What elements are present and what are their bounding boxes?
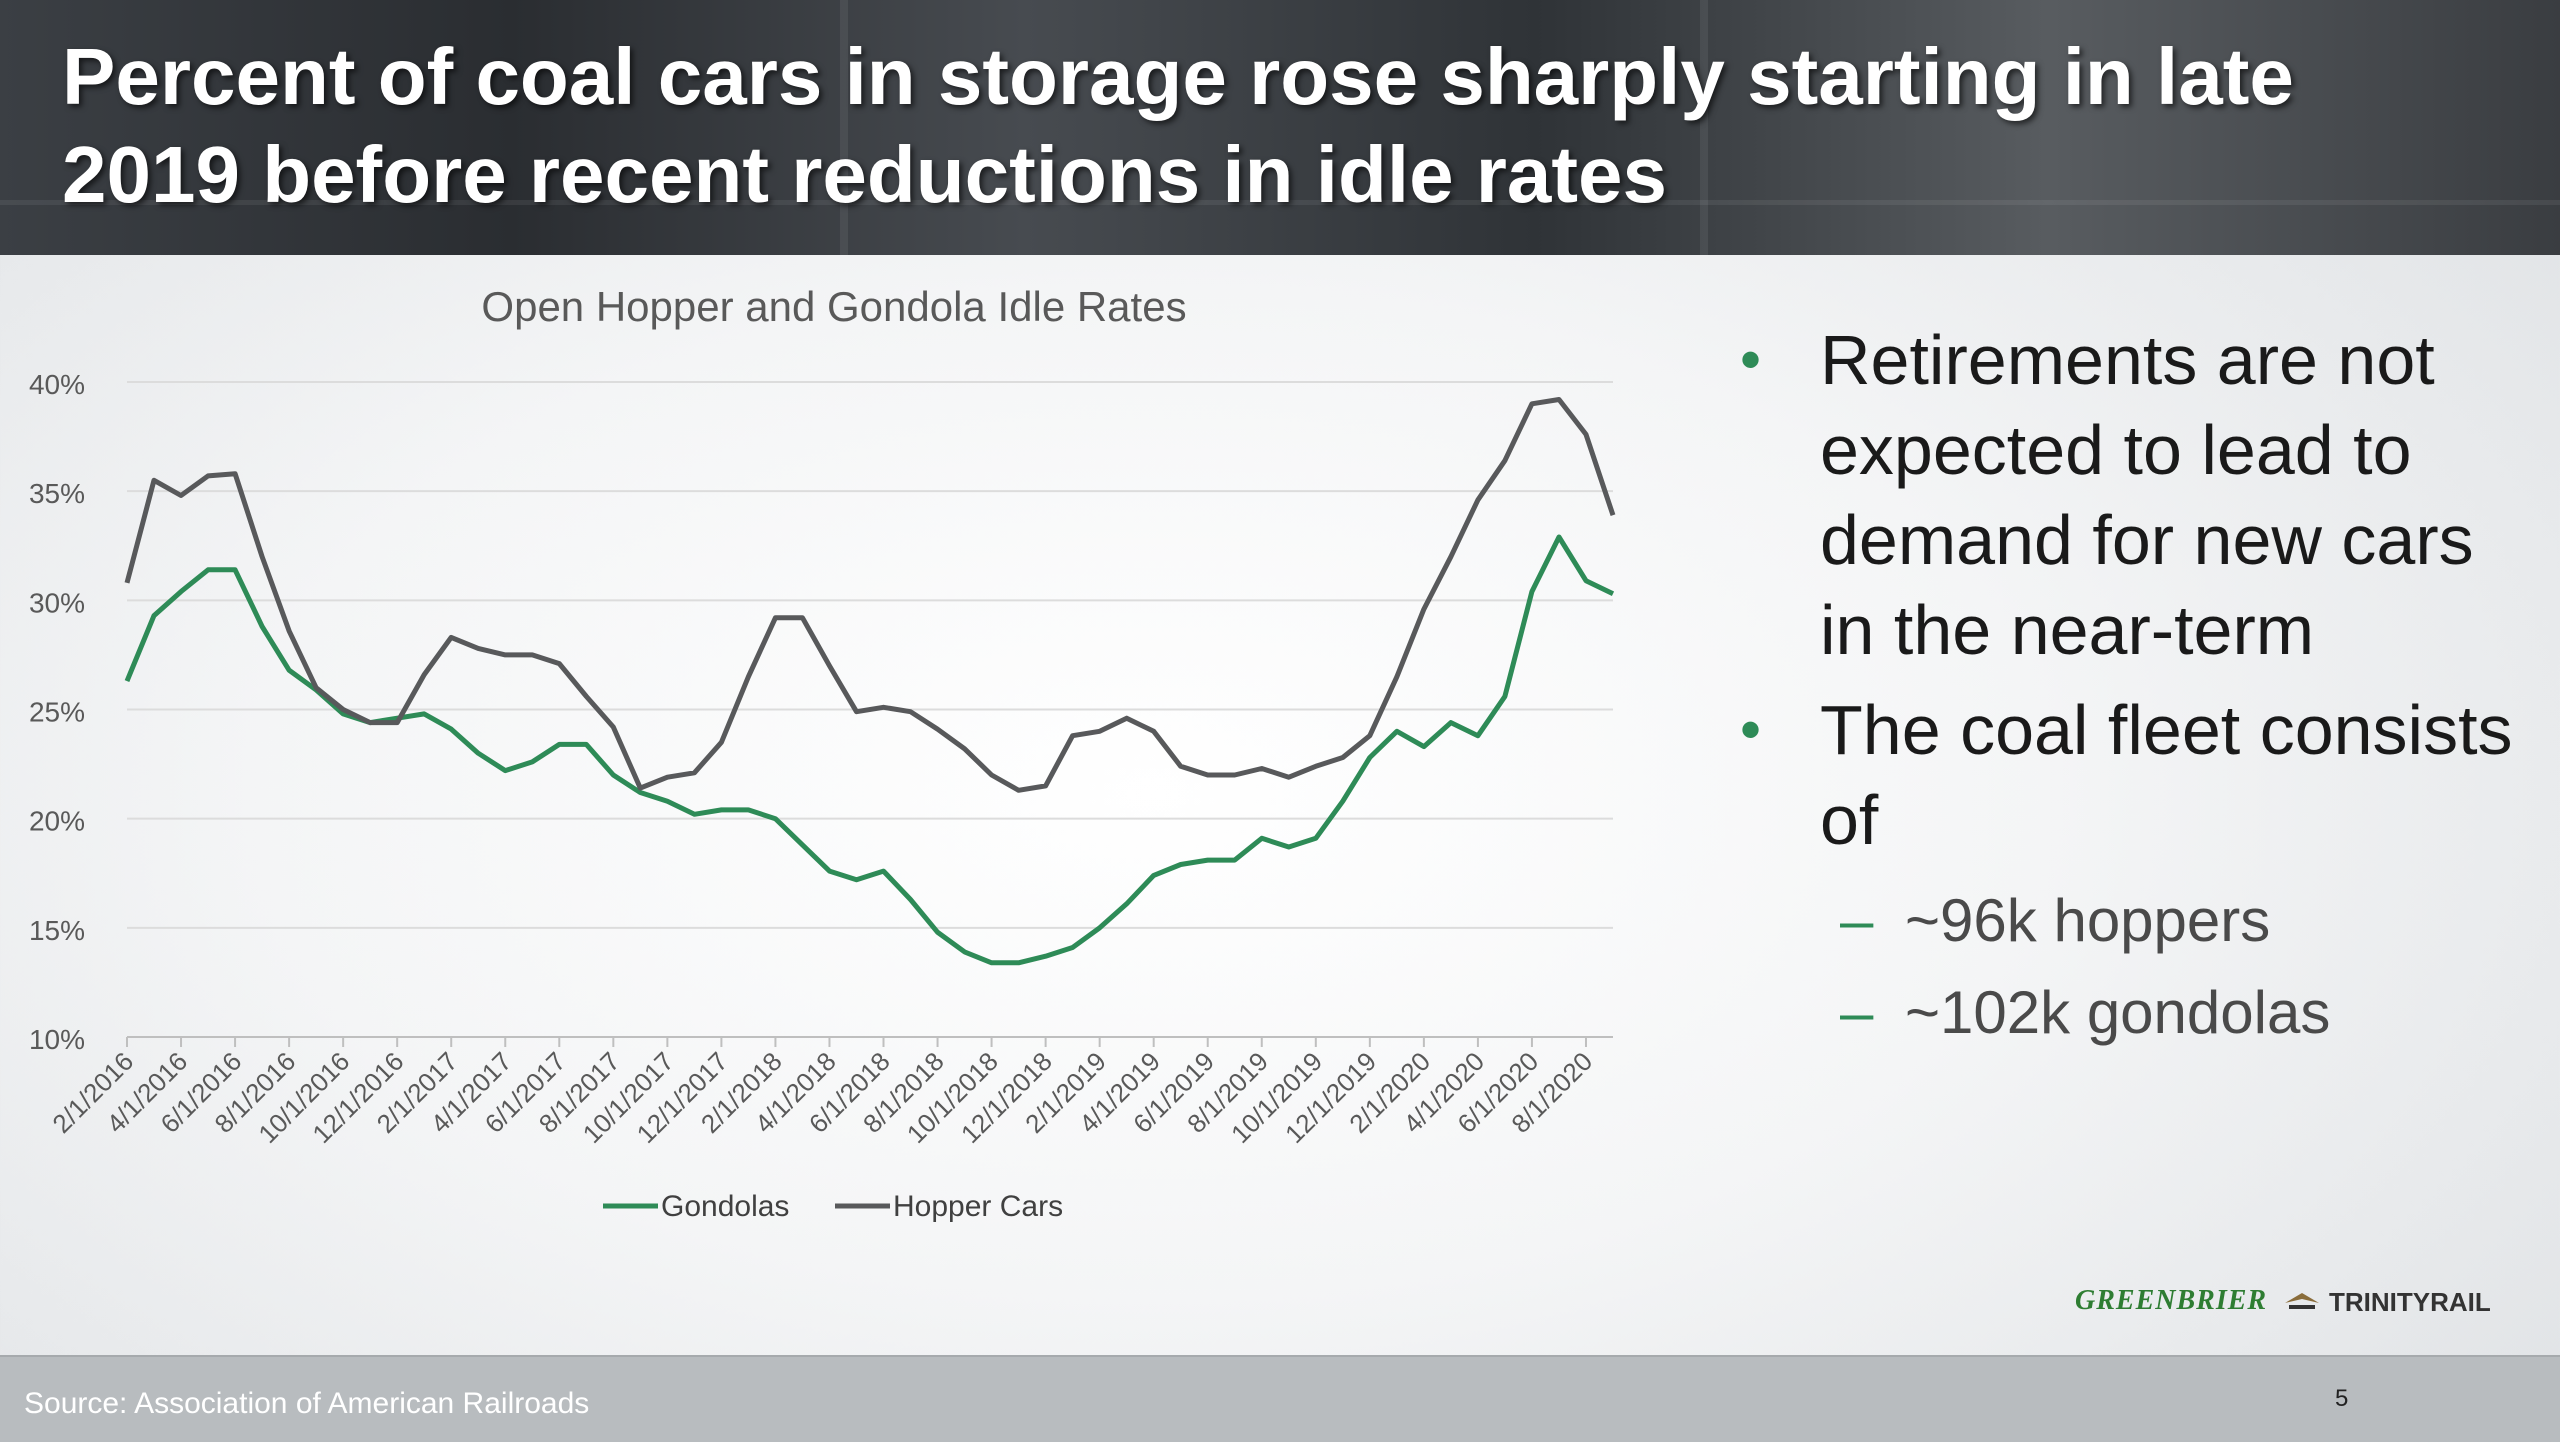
sub-bullet-marker: – bbox=[1840, 979, 1874, 1046]
y-tick-label: 30% bbox=[29, 587, 85, 618]
y-tick-label: 25% bbox=[29, 697, 85, 728]
chart-grid bbox=[127, 381, 1613, 1038]
sub-bullet-item: – ~96k hoppers bbox=[1840, 875, 2540, 967]
bullet-text: The coal fleet consists of bbox=[1820, 691, 2513, 859]
logo-area: GREENBRIER TRINITYRAIL bbox=[2075, 1285, 2535, 1335]
sub-bullet-item: – ~102k gondolas bbox=[1840, 967, 2540, 1059]
bullet-marker: • bbox=[1740, 696, 1762, 763]
sub-bullet-marker: – bbox=[1840, 887, 1874, 954]
chart-legend: Gondolas Hopper Cars bbox=[603, 1190, 1063, 1223]
bullet-item: • The coal fleet consists of bbox=[1740, 685, 2540, 865]
chart-title: Open Hopper and Gondola Idle Rates bbox=[481, 283, 1186, 330]
y-axis-ticks: 10% 15% 20% 25% 30% 35% 40% bbox=[29, 369, 85, 1055]
trinity-logo-text: TRINITYRAIL bbox=[2329, 1287, 2491, 1317]
bullet-list: • Retirements are not expected to lead t… bbox=[1740, 315, 2540, 1059]
y-tick-label: 10% bbox=[29, 1024, 85, 1055]
x-axis-ticks: 2/1/20164/1/20166/1/20168/1/201610/1/201… bbox=[46, 1037, 1598, 1149]
y-tick-label: 35% bbox=[29, 478, 85, 509]
y-tick-label: 20% bbox=[29, 806, 85, 837]
y-tick-label: 15% bbox=[29, 915, 85, 946]
chart-series bbox=[124, 397, 1616, 966]
bullet-item: • Retirements are not expected to lead t… bbox=[1740, 315, 2540, 675]
bullet-text: Retirements are not expected to lead to … bbox=[1820, 321, 2474, 669]
page-number: 5 bbox=[2335, 1385, 2349, 1412]
footer-bar: Source: Association of American Railroad… bbox=[0, 1355, 2560, 1442]
y-tick-label: 40% bbox=[29, 369, 85, 400]
legend-label: Gondolas bbox=[661, 1190, 789, 1223]
header-banner: Percent of coal cars in storage rose sha… bbox=[0, 0, 2560, 255]
sub-bullet-text: ~96k hoppers bbox=[1905, 887, 2271, 954]
legend-label: Hopper Cars bbox=[893, 1190, 1063, 1223]
sub-bullet-text: ~102k gondolas bbox=[1905, 979, 2331, 1046]
trinityrail-logo: TRINITYRAIL bbox=[2285, 1287, 2491, 1318]
page-title: Percent of coal cars in storage rose sha… bbox=[62, 32, 2294, 219]
source-note: Source: Association of American Railroad… bbox=[24, 1387, 590, 1420]
series-line-hopper-cars bbox=[124, 397, 1616, 793]
trinity-arrow-icon bbox=[2285, 1292, 2319, 1309]
bullet-marker: • bbox=[1740, 326, 1762, 393]
idle-rates-chart: Open Hopper and Gondola Idle Rates 10% 15… bbox=[29, 283, 1616, 1223]
greenbrier-logo: GREENBRIER bbox=[2075, 1285, 2268, 1316]
